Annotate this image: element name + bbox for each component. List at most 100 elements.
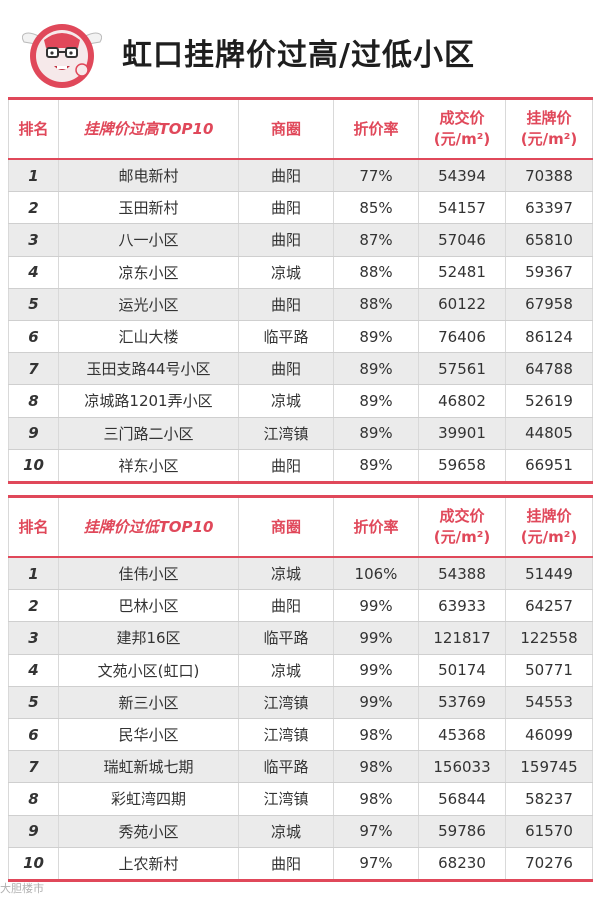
rank-cell: 10	[8, 449, 59, 484]
name-cell: 秀苑小区	[58, 815, 239, 848]
list-price-cell: 50771	[505, 654, 593, 687]
list-price-unit: (元/m²)	[520, 528, 578, 546]
area-header: 商圈	[238, 98, 334, 159]
area-cell: 曲阳	[238, 352, 334, 386]
table-row: 8 彩虹湾四期 江湾镇 98% 56844 58237	[8, 782, 593, 816]
name-cell: 玉田新村	[58, 191, 239, 225]
area-cell: 凉城	[238, 256, 334, 289]
rank-cell: 3	[8, 621, 59, 655]
name-cell: 凉城路1201弄小区	[58, 384, 239, 418]
rank-cell: 10	[8, 847, 59, 882]
name-cell: 祥东小区	[58, 449, 239, 484]
deal-price-label: 成交价	[439, 109, 485, 127]
table-row: 2 巴林小区 曲阳 99% 63933 64257	[8, 589, 593, 623]
deal-price-cell: 59786	[418, 815, 506, 848]
table-row: 1 邮电新村 曲阳 77% 54394 70388	[8, 159, 593, 193]
area-cell: 曲阳	[238, 847, 334, 882]
cartoon-mascot-icon	[22, 24, 102, 88]
area-cell: 江湾镇	[238, 417, 334, 450]
list-price-cell: 64257	[505, 589, 593, 623]
list-price-cell: 51449	[505, 557, 593, 591]
rank-header: 排名	[8, 98, 59, 159]
table-row: 10 祥东小区 曲阳 89% 59658 66951	[8, 449, 593, 484]
name-cell: 建邦16区	[58, 621, 239, 655]
discount-cell: 97%	[333, 847, 419, 882]
rank-cell: 4	[8, 654, 59, 687]
deal-price-unit: (元/m²)	[433, 130, 491, 148]
name-cell: 上农新村	[58, 847, 239, 882]
discount-cell: 89%	[333, 384, 419, 418]
name-cell: 运光小区	[58, 288, 239, 321]
overpriced-table: 排名 挂牌价过高TOP10 商圈 折价率 成交价 (元/m²) 挂牌价 (元/m²)…	[8, 97, 593, 484]
list-price-cell: 64788	[505, 352, 593, 386]
list-price-cell: 65810	[505, 223, 593, 257]
area-cell: 临平路	[238, 750, 334, 784]
list-price-cell: 46099	[505, 718, 593, 752]
rank-cell: 9	[8, 417, 59, 450]
rank-header: 排名	[8, 496, 59, 557]
area-cell: 凉城	[238, 654, 334, 687]
discount-header: 折价率	[333, 496, 419, 557]
list-price-cell: 61570	[505, 815, 593, 848]
area-cell: 凉城	[238, 815, 334, 848]
rank-cell: 5	[8, 288, 59, 321]
name-cell: 瑞虹新城七期	[58, 750, 239, 784]
deal-price-cell: 54394	[418, 159, 506, 193]
list-price-cell: 86124	[505, 320, 593, 354]
deal-price-cell: 39901	[418, 417, 506, 450]
rank-cell: 8	[8, 384, 59, 418]
deal-price-cell: 76406	[418, 320, 506, 354]
table-header-row: 排名 挂牌价过高TOP10 商圈 折价率 成交价 (元/m²) 挂牌价 (元/m²)	[8, 98, 593, 159]
list-price-cell: 122558	[505, 621, 593, 655]
deal-price-unit: (元/m²)	[433, 528, 491, 546]
list-price-label: 挂牌价	[526, 109, 572, 127]
rank-cell: 3	[8, 223, 59, 257]
underpriced-table: 排名 挂牌价过低TOP10 商圈 折价率 成交价 (元/m²) 挂牌价 (元/m²)…	[8, 495, 593, 882]
name-cell: 八一小区	[58, 223, 239, 257]
discount-cell: 88%	[333, 256, 419, 289]
deal-price-cell: 52481	[418, 256, 506, 289]
discount-cell: 98%	[333, 750, 419, 784]
area-cell: 曲阳	[238, 191, 334, 225]
deal-price-cell: 121817	[418, 621, 506, 655]
area-cell: 临平路	[238, 621, 334, 655]
table-row: 9 三门路二小区 江湾镇 89% 39901 44805	[8, 417, 593, 450]
deal-price-cell: 53769	[418, 686, 506, 719]
area-cell: 曲阳	[238, 288, 334, 321]
table-row: 4 文苑小区(虹口) 凉城 99% 50174 50771	[8, 654, 593, 687]
list-price-cell: 70388	[505, 159, 593, 193]
deal-price-cell: 46802	[418, 384, 506, 418]
rank-cell: 8	[8, 782, 59, 816]
area-cell: 江湾镇	[238, 686, 334, 719]
area-cell: 江湾镇	[238, 782, 334, 816]
table-header-row: 排名 挂牌价过低TOP10 商圈 折价率 成交价 (元/m²) 挂牌价 (元/m²)	[8, 496, 593, 557]
discount-header: 折价率	[333, 98, 419, 159]
name-cell: 新三小区	[58, 686, 239, 719]
discount-cell: 77%	[333, 159, 419, 193]
rank-cell: 5	[8, 686, 59, 719]
discount-cell: 97%	[333, 815, 419, 848]
deal-price-cell: 63933	[418, 589, 506, 623]
name-cell: 玉田支路44号小区	[58, 352, 239, 386]
name-cell: 民华小区	[58, 718, 239, 752]
deal-price-cell: 60122	[418, 288, 506, 321]
table-row: 8 凉城路1201弄小区 凉城 89% 46802 52619	[8, 384, 593, 418]
table-row: 3 建邦16区 临平路 99% 121817 122558	[8, 621, 593, 655]
area-cell: 凉城	[238, 557, 334, 591]
name-cell: 凉东小区	[58, 256, 239, 289]
name-cell: 巴林小区	[58, 589, 239, 623]
discount-cell: 89%	[333, 449, 419, 484]
list-price-cell: 44805	[505, 417, 593, 450]
name-header: 挂牌价过低TOP10	[58, 496, 239, 557]
area-cell: 曲阳	[238, 223, 334, 257]
deal-price-cell: 54157	[418, 191, 506, 225]
area-cell: 曲阳	[238, 159, 334, 193]
area-cell: 曲阳	[238, 589, 334, 623]
rank-cell: 7	[8, 750, 59, 784]
table-row: 3 八一小区 曲阳 87% 57046 65810	[8, 223, 593, 257]
deal-price-label: 成交价	[439, 507, 485, 525]
deal-price-cell: 57561	[418, 352, 506, 386]
discount-cell: 85%	[333, 191, 419, 225]
discount-cell: 99%	[333, 686, 419, 719]
list-price-cell: 59367	[505, 256, 593, 289]
